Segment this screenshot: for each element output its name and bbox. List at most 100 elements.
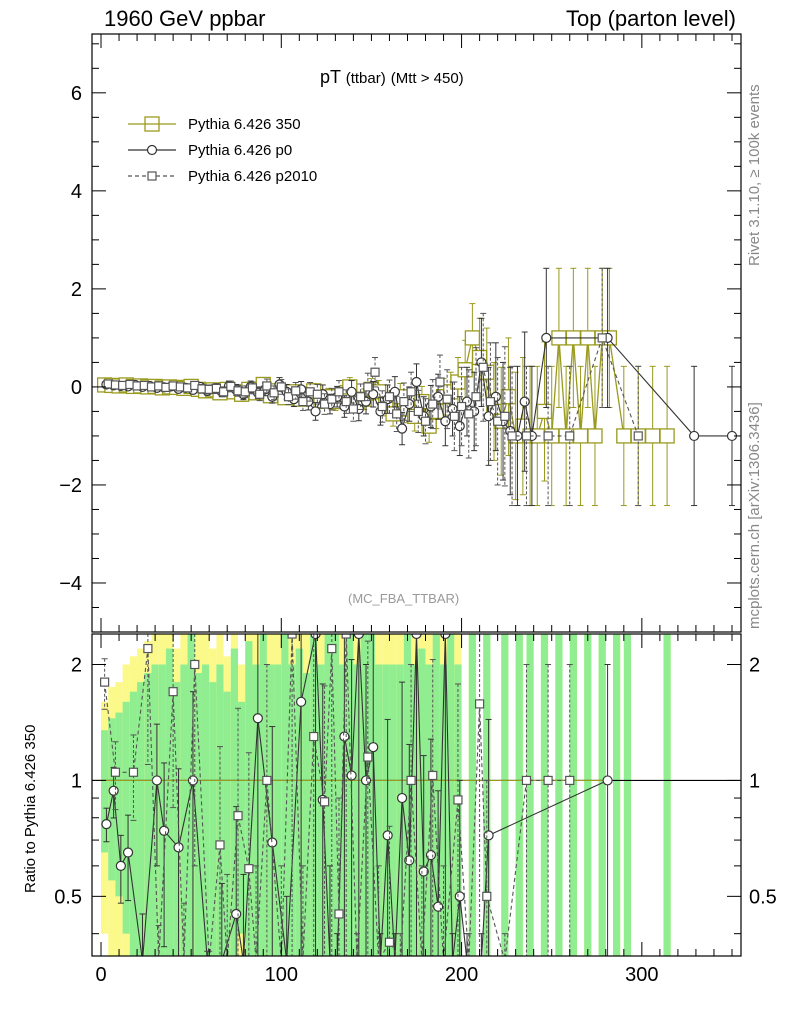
- band-green-segment: [403, 634, 412, 956]
- data-point: [296, 696, 307, 707]
- legend-symbol-350: [128, 116, 176, 132]
- band-green-segment: [338, 664, 347, 956]
- x-tick-label: 200: [445, 964, 478, 986]
- data-point: [319, 399, 330, 409]
- ratio-uncertainty-band: [101, 634, 671, 956]
- data-point: [327, 643, 337, 654]
- data-point: [328, 955, 331, 956]
- data-point: [500, 411, 510, 421]
- data-point: [521, 431, 532, 441]
- data-point: [356, 392, 366, 402]
- data-point: [233, 811, 243, 821]
- data-point: [418, 957, 426, 965]
- data-point: [411, 634, 422, 640]
- band-green-segment: [396, 664, 404, 956]
- data-point: [404, 855, 415, 866]
- data-point: [464, 330, 481, 346]
- data-point: [449, 411, 459, 421]
- data-point: [223, 957, 231, 965]
- data-point: [587, 428, 603, 444]
- band-green-segment: [281, 634, 289, 956]
- data-point: [485, 397, 496, 407]
- data-point: [190, 659, 200, 670]
- data-point: [464, 409, 474, 419]
- data-point: [471, 392, 481, 402]
- main-frame: [91, 33, 742, 633]
- data-point: [597, 333, 607, 343]
- data-point: [435, 377, 445, 387]
- band-green-segment: [623, 634, 632, 956]
- band-green-segment: [129, 691, 138, 956]
- legend-symbol-p2010: [128, 171, 176, 181]
- data-point: [507, 431, 517, 441]
- data-point: [478, 362, 488, 372]
- data-point: [353, 957, 361, 965]
- band-green-segment: [346, 634, 354, 956]
- data-point: [659, 428, 675, 444]
- main-series-group: [96, 267, 738, 507]
- data-point: [377, 401, 387, 412]
- data-point: [413, 406, 423, 417]
- x-tick-label: 0: [95, 964, 106, 986]
- data-point: [244, 864, 254, 874]
- legend-label-p0: Pythia 6.426 p0: [188, 141, 293, 159]
- band-green-segment: [411, 664, 419, 956]
- band-green-segment: [432, 634, 440, 956]
- data-point: [541, 332, 552, 344]
- band-green-segment: [483, 634, 491, 956]
- data-point: [122, 847, 134, 858]
- data-point: [219, 387, 229, 397]
- ratio-y-tick-label-left: 0.5: [54, 886, 82, 908]
- data-point: [370, 367, 380, 377]
- data-point: [276, 382, 286, 392]
- data-point: [399, 397, 409, 407]
- data-point: [521, 775, 532, 786]
- main-y-tick-label: 2: [71, 279, 82, 301]
- header-left-label: 1960 GeV ppbar: [104, 6, 266, 31]
- data-point: [298, 397, 308, 407]
- data-point: [428, 770, 438, 781]
- data-point: [141, 955, 144, 956]
- data-point: [543, 431, 553, 441]
- band-green-segment: [613, 634, 621, 956]
- band-green-segment: [324, 634, 332, 956]
- data-point: [341, 397, 351, 407]
- data-point: [309, 731, 319, 742]
- data-point: [231, 908, 242, 920]
- data-point: [565, 431, 575, 441]
- band-green-segment: [216, 664, 224, 956]
- main-y-tick-label: −4: [59, 573, 82, 595]
- data-point: [151, 775, 162, 786]
- band-green-segment: [194, 673, 202, 956]
- ratio-axis-label: Ratio to Pythia 6.426 350: [22, 724, 39, 893]
- band-green-segment: [187, 634, 195, 956]
- data-point: [262, 381, 272, 391]
- data-point: [456, 401, 467, 412]
- data-point: [602, 775, 613, 786]
- data-point: [341, 634, 351, 639]
- data-point: [291, 386, 301, 396]
- band-green-segment: [439, 664, 448, 956]
- ratio-y-tick-label-left: 1: [71, 770, 82, 792]
- data-point: [319, 797, 330, 807]
- band-green-segment: [165, 648, 174, 956]
- data-point: [353, 634, 364, 640]
- data-point: [428, 399, 438, 409]
- data-point: [454, 421, 465, 432]
- band-green-segment: [555, 634, 563, 956]
- band-green-segment: [540, 634, 549, 956]
- band-green-segment: [569, 634, 577, 956]
- data-point: [173, 842, 184, 853]
- data-point: [252, 957, 260, 965]
- ratio-y-tick-label-right: 0.5: [749, 886, 777, 908]
- data-point: [115, 860, 126, 871]
- band-green-segment: [367, 634, 376, 956]
- data-point: [180, 957, 188, 965]
- main-y-tick-label: 0: [71, 377, 82, 399]
- data-point: [406, 387, 416, 397]
- data-point: [336, 955, 339, 956]
- legend-item-350: Pythia 6.426 350: [126, 113, 301, 135]
- data-point: [493, 416, 503, 426]
- band-green-segment: [302, 673, 311, 956]
